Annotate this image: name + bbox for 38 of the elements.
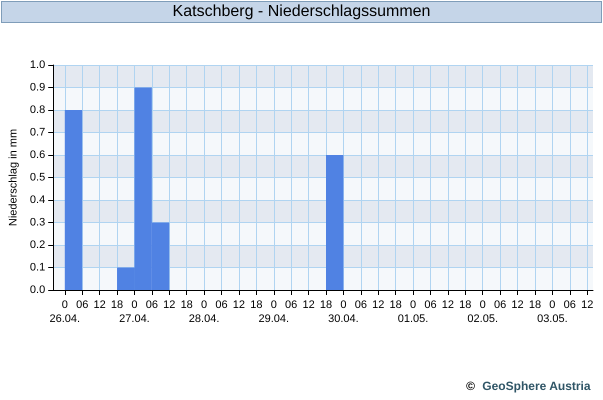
x-tick-label: 18 bbox=[320, 299, 332, 311]
y-tick-label: 0.7 bbox=[30, 126, 46, 138]
y-tick-label: 0.0 bbox=[30, 284, 46, 296]
y-tick-label: 0.8 bbox=[30, 104, 46, 116]
x-tick-label: 18 bbox=[528, 299, 542, 311]
y-tick-label: 0.6 bbox=[30, 149, 46, 161]
y-axis-title: Niederschlag in mm bbox=[8, 128, 20, 226]
x-tick-label: 12 bbox=[581, 299, 594, 311]
x-tick-label: 12 bbox=[94, 299, 106, 311]
x-tick-label: 18 bbox=[390, 299, 402, 311]
x-tick-label: 18 bbox=[110, 299, 124, 311]
x-tick-label: 06 bbox=[494, 299, 506, 311]
x-tick-label: 12 bbox=[302, 299, 315, 311]
x-tick-label: 12 bbox=[442, 299, 454, 311]
y-tick-label: 1.0 bbox=[30, 59, 46, 71]
x-tick-label: 06 bbox=[564, 299, 576, 311]
y-tick-label: 0.1 bbox=[30, 262, 46, 274]
x-tick-label: 18 bbox=[459, 299, 472, 311]
x-tick-label: 06 bbox=[424, 299, 437, 311]
x-tick-label: 06 bbox=[285, 299, 298, 311]
chart-title: Katschberg - Niederschlagssummen bbox=[1, 1, 602, 23]
x-tick-label: 06 bbox=[146, 299, 158, 311]
x-tick-label: 18 bbox=[250, 299, 262, 311]
y-tick-label: 0.2 bbox=[30, 239, 46, 251]
x-tick-label: 18 bbox=[180, 299, 193, 311]
x-tick-label: 06 bbox=[354, 299, 367, 311]
x-tick-label: 06 bbox=[76, 299, 88, 311]
y-tick-label: 0.4 bbox=[30, 194, 46, 206]
x-tick-label: 12 bbox=[163, 299, 176, 311]
y-tick-label: 0.5 bbox=[30, 172, 46, 184]
x-tick-label: 12 bbox=[232, 299, 246, 311]
text: GeoSphere Austria bbox=[482, 379, 591, 393]
y-tick-label: 0.9 bbox=[30, 82, 46, 94]
x-tick-label: 12 bbox=[511, 299, 524, 311]
text: © bbox=[466, 379, 476, 393]
y-tick-label: 0.3 bbox=[30, 216, 46, 228]
x-tick-label: 06 bbox=[215, 299, 228, 311]
x-tick-label: 12 bbox=[372, 299, 384, 311]
